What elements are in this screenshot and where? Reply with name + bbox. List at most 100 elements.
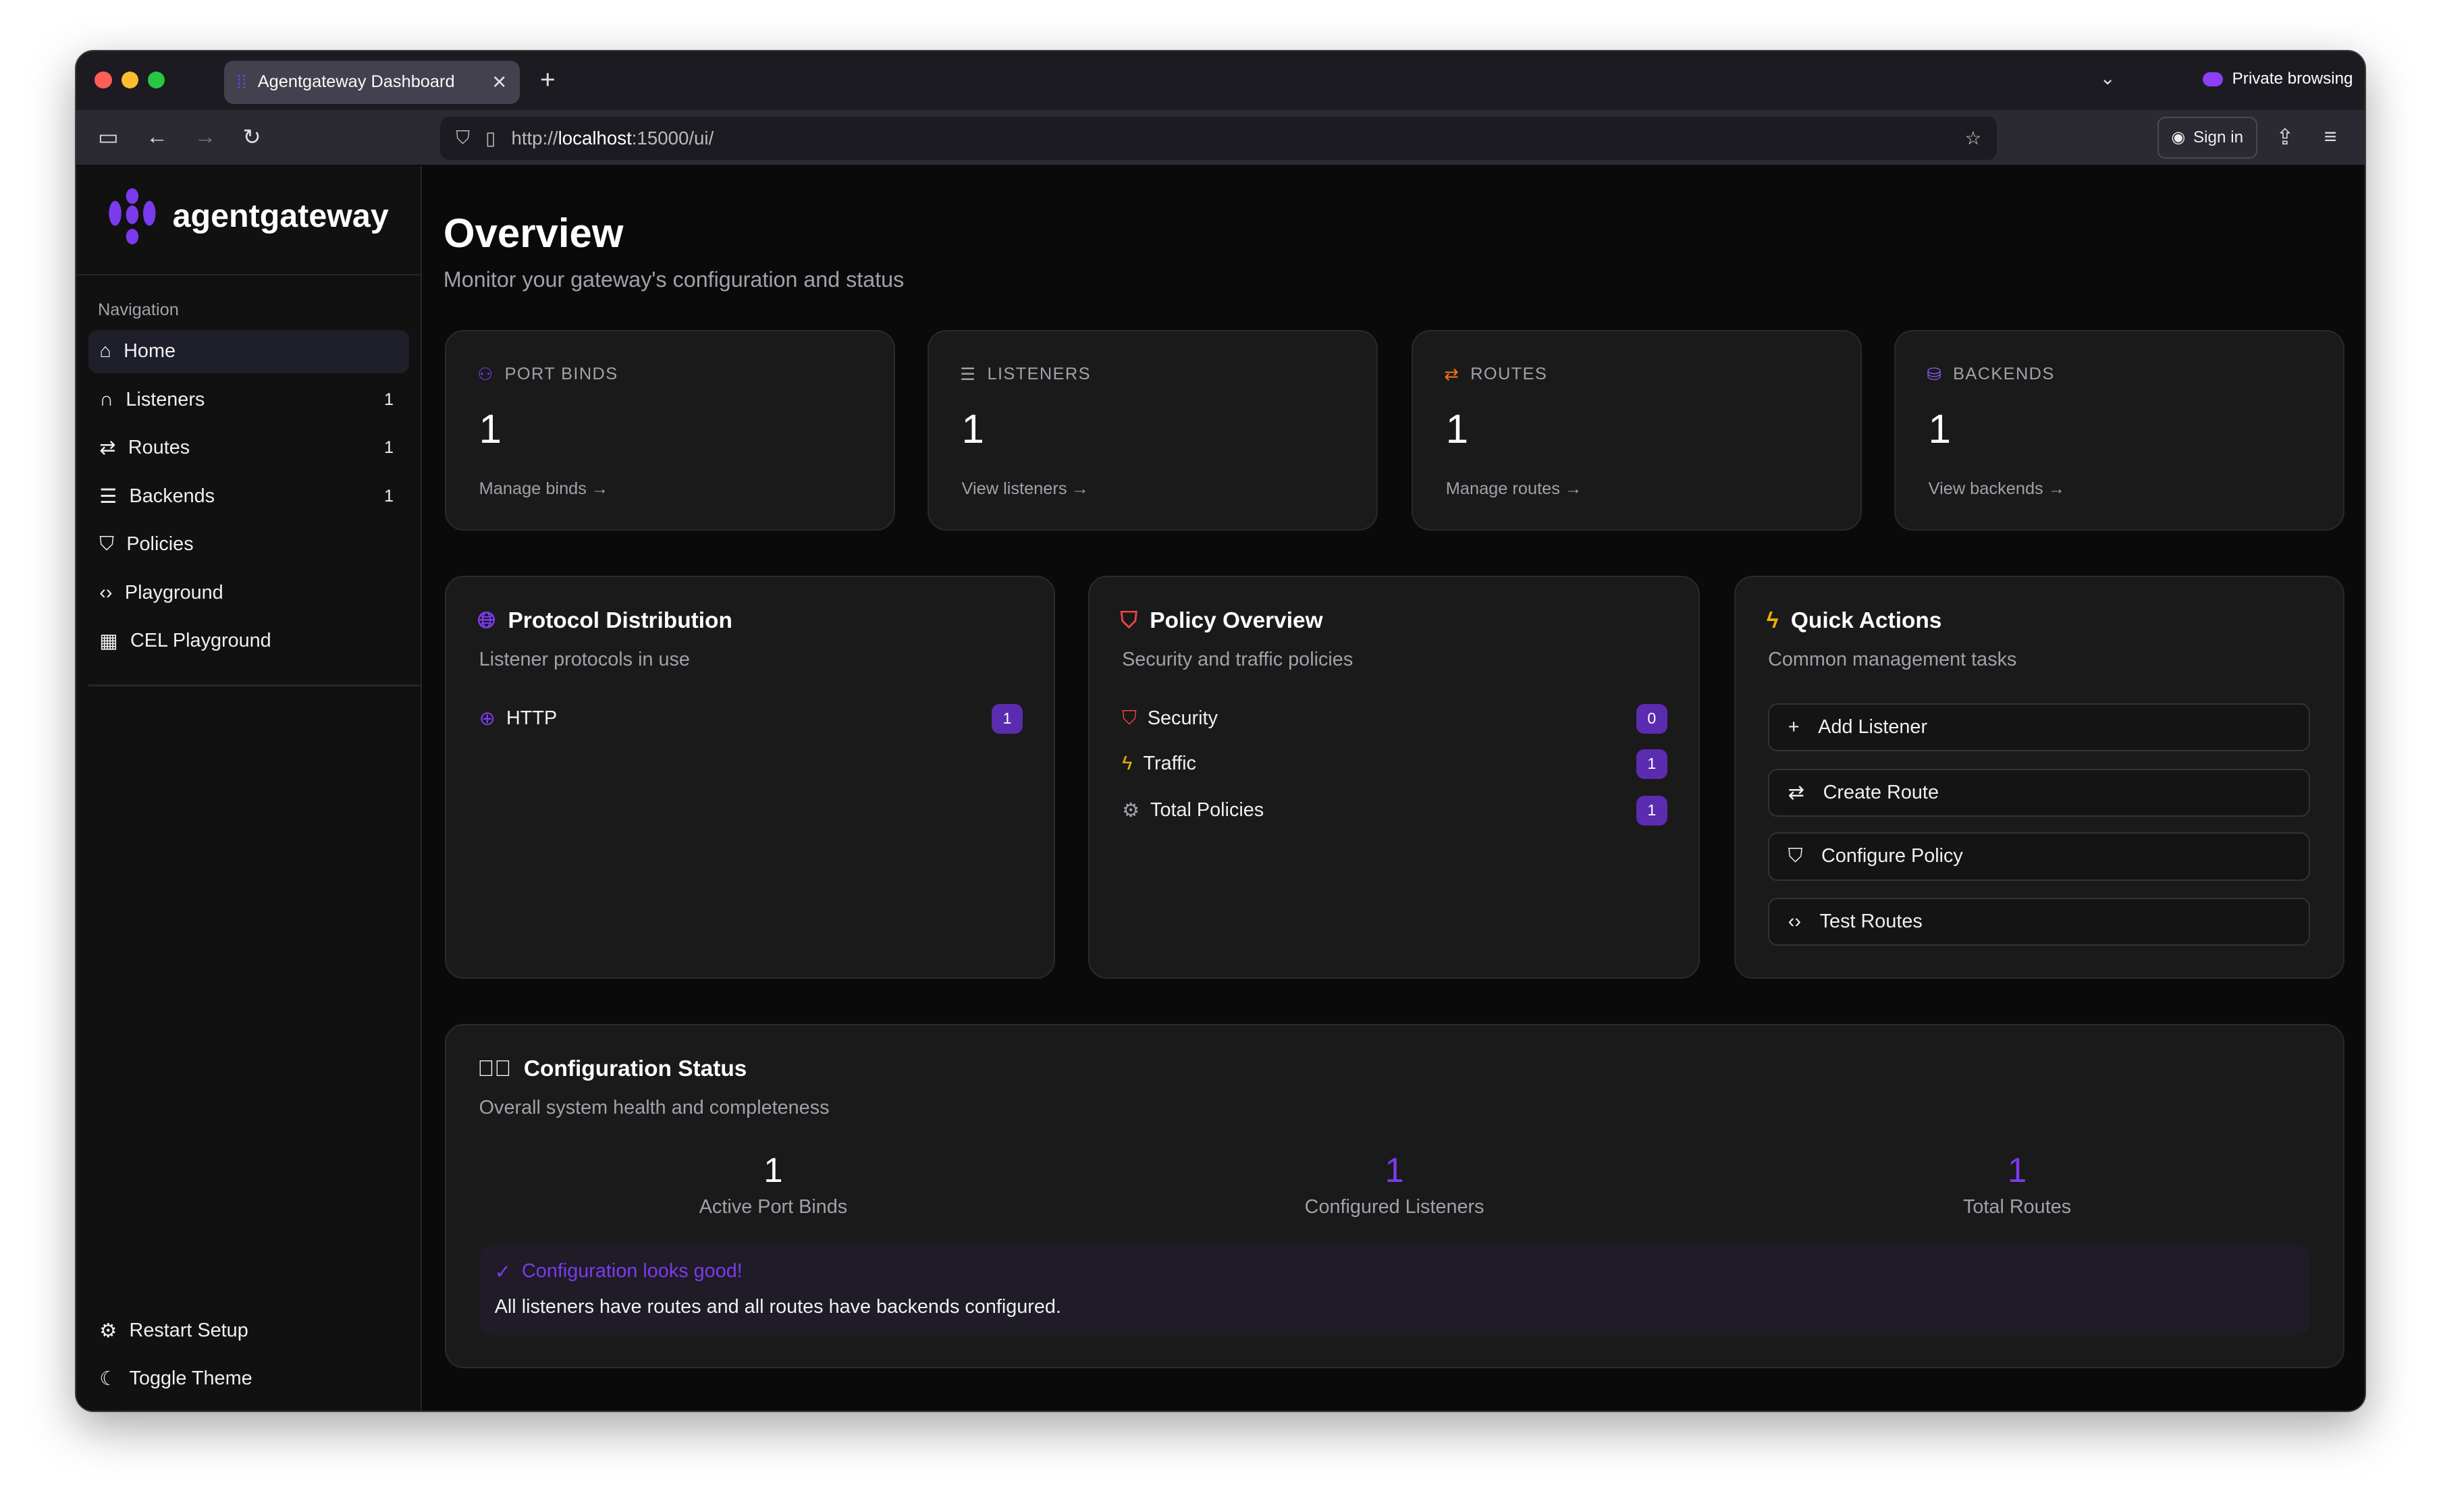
bookmark-star-icon[interactable]: ☆ xyxy=(1964,128,1982,149)
back-button[interactable]: ← xyxy=(146,124,168,149)
view-backends-link[interactable]: View backends → xyxy=(1928,479,2066,498)
config-stat-label: Total Routes xyxy=(1962,1195,2072,1218)
config-success-alert: ✓ Configuration looks good! All listeners… xyxy=(479,1245,2311,1335)
reload-button[interactable]: ↻ xyxy=(242,125,261,150)
globe-icon: ⊕ xyxy=(479,708,495,730)
brand-logo[interactable]: agentgateway xyxy=(107,188,389,244)
stat-label: PORT BINDS xyxy=(504,364,618,383)
config-stat-port-binds: 1 Active Port Binds xyxy=(540,1150,1007,1218)
shield-icon: ⛉ xyxy=(99,533,114,556)
stat-card-listeners: ☰ LISTENERS 1 View listeners → xyxy=(928,329,1378,531)
server-icon: ☰ xyxy=(99,485,117,508)
sidebar-item-home[interactable]: ⌂ Home xyxy=(88,329,410,374)
test-routes-button[interactable]: ‹› Test Routes xyxy=(1768,897,2311,946)
gear-icon: ⚙ xyxy=(99,1320,117,1342)
configure-policy-button[interactable]: ⛉ Configure Policy xyxy=(1768,832,2311,881)
page-icon: ▯ xyxy=(485,128,496,149)
protocol-row-http: ⊕ HTTP 1 xyxy=(479,703,1023,734)
nav-count: 1 xyxy=(384,438,394,458)
card-title: Policy Overview xyxy=(1150,608,1323,634)
stat-label: ROUTES xyxy=(1470,364,1548,383)
nav-label: Playground xyxy=(124,581,223,603)
network-icon: ⚇ xyxy=(477,364,494,384)
nav-heading: Navigation xyxy=(97,300,179,319)
stat-card-port-binds: ⚇ PORT BINDS 1 Manage binds → xyxy=(445,329,895,531)
count-badge: 0 xyxy=(1636,703,1667,734)
count-badge: 1 xyxy=(991,703,1023,734)
action-label: Configure Policy xyxy=(1821,845,1963,867)
check-circle-icon: ✓ xyxy=(494,1262,511,1284)
toggle-theme-button[interactable]: ☾ Toggle Theme xyxy=(88,1357,409,1401)
sidebar-item-routes[interactable]: ⇄ Routes 1 xyxy=(88,427,409,470)
close-tab-icon[interactable]: ✕ xyxy=(491,72,508,93)
policy-label: Traffic xyxy=(1143,753,1196,775)
calculator-icon: ▦ xyxy=(99,630,118,653)
nav-label: CEL Playground xyxy=(130,630,271,652)
divider xyxy=(76,273,422,275)
sidebar: agentgateway Navigation ⌂ Home ∩ Listeners… xyxy=(76,166,422,1411)
policy-label: Total Policies xyxy=(1150,799,1264,821)
sidebar-toggle-icon[interactable]: ▭ xyxy=(97,125,119,150)
restart-setup-button[interactable]: ⚙ Restart Setup xyxy=(88,1309,409,1353)
config-stat-label: Active Port Binds xyxy=(699,1195,848,1218)
globe-icon: 🌐︎ xyxy=(477,608,496,634)
manage-routes-link[interactable]: Manage routes → xyxy=(1445,479,1582,498)
sidebar-item-playground[interactable]: ‹› Playground xyxy=(88,571,409,615)
nav-label: Backends xyxy=(129,485,215,507)
tab-list-chevron-icon[interactable]: ⌄ xyxy=(2099,67,2116,88)
route-icon: ⇄ xyxy=(1444,364,1460,384)
sign-in-button[interactable]: ◉ Sign in xyxy=(2157,116,2257,159)
lightning-icon: ϟ xyxy=(1122,753,1133,775)
url-bar[interactable]: ⛉ ▯ http://localhost:15000/ui/ ☆ xyxy=(440,116,1997,161)
nav-label: Restart Setup xyxy=(129,1319,248,1341)
alert-text: All listeners have routes and all routes… xyxy=(494,1296,1061,1318)
browser-tab[interactable]: ⁞⁞ Agentgateway Dashboard ✕ xyxy=(223,60,520,105)
stat-card-backends: ⛁ BACKENDS 1 View backends → xyxy=(1894,329,2344,531)
view-listeners-link[interactable]: View listeners → xyxy=(961,479,1089,498)
card-title: Configuration Status xyxy=(523,1056,747,1082)
private-browsing-indicator: Private browsing xyxy=(2202,70,2353,88)
sidebar-item-backends[interactable]: ☰ Backends 1 xyxy=(88,475,409,518)
forward-button[interactable]: → xyxy=(194,124,217,149)
policy-row-traffic: ϟ Traffic 1 xyxy=(1122,749,1667,780)
favicon-icon: ⁞⁞ xyxy=(236,71,247,92)
config-stat-label: Configured Listeners xyxy=(1304,1195,1484,1218)
menu-icon[interactable]: ≡ xyxy=(2324,124,2337,149)
tab-title: Agentgateway Dashboard xyxy=(257,72,455,92)
extensions-icon[interactable]: ⇪ xyxy=(2276,125,2295,150)
plus-icon: + xyxy=(1788,716,1800,738)
add-listener-button[interactable]: + Add Listener xyxy=(1768,703,2311,752)
stat-value: 1 xyxy=(1445,406,1469,452)
shield-icon: ⛉ xyxy=(456,127,471,148)
moon-icon: ☾ xyxy=(99,1368,117,1390)
manage-binds-link[interactable]: Manage binds → xyxy=(479,479,609,498)
nav-label: Home xyxy=(124,340,176,362)
nav-label: Listeners xyxy=(126,388,205,410)
count-badge: 1 xyxy=(1636,749,1667,779)
policy-label: Security xyxy=(1147,707,1218,730)
config-stat-value: 1 xyxy=(763,1150,783,1189)
divider xyxy=(88,684,422,686)
nav-count: 1 xyxy=(384,389,394,409)
maximize-window-button[interactable] xyxy=(147,71,165,89)
tab-bar: ⁞⁞ Agentgateway Dashboard ✕ + ⌄ Private … xyxy=(76,51,2365,111)
gear-icon: ⚙ xyxy=(1122,800,1139,822)
server-icon: ☰ xyxy=(960,364,977,384)
create-route-button[interactable]: ⇄ Create Route xyxy=(1768,768,2311,817)
sidebar-item-cel-playground[interactable]: ▦ CEL Playground xyxy=(88,619,409,663)
stat-value: 1 xyxy=(961,406,984,452)
card-subtitle: Common management tasks xyxy=(1768,649,2017,670)
nav-label: Routes xyxy=(128,437,190,459)
sidebar-item-policies[interactable]: ⛉ Policies xyxy=(88,523,409,567)
configuration-status-card: ✓⃝ Configuration Status Overall system he… xyxy=(445,1024,2344,1368)
quick-actions-card: ϟ Quick Actions Common management tasks +… xyxy=(1734,575,2344,979)
minimize-window-button[interactable] xyxy=(121,71,138,89)
stat-value: 1 xyxy=(1928,406,1951,452)
brand-name: agentgateway xyxy=(172,198,389,235)
code-icon: ‹› xyxy=(1788,911,1801,933)
route-icon: ⇄ xyxy=(1788,782,1804,804)
url-text: http://localhost:15000/ui/ xyxy=(511,127,714,148)
new-tab-button[interactable]: + xyxy=(539,65,556,94)
sidebar-item-listeners[interactable]: ∩ Listeners 1 xyxy=(88,378,409,422)
close-window-button[interactable] xyxy=(95,71,112,89)
